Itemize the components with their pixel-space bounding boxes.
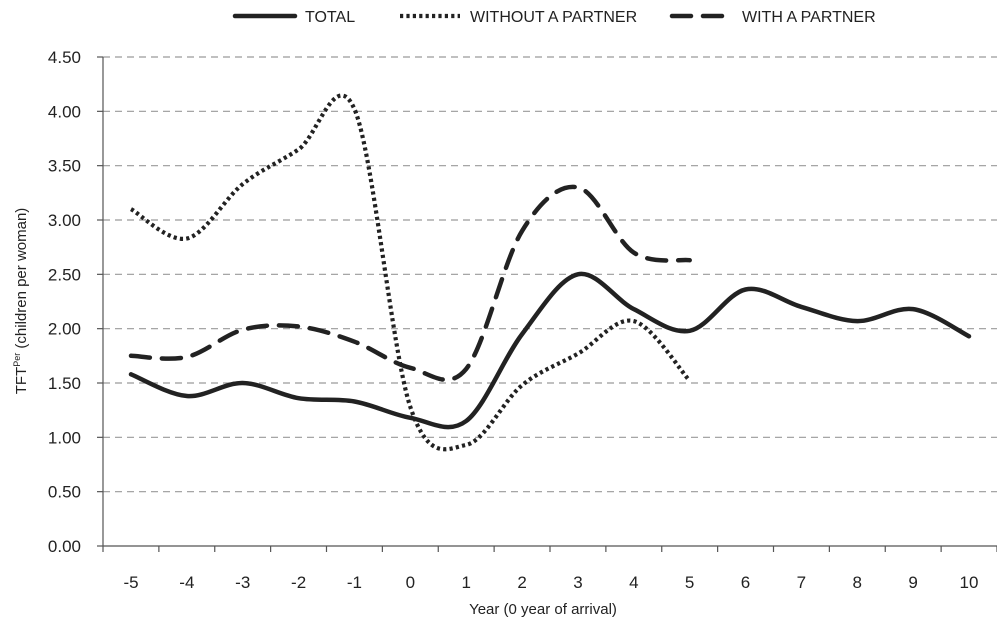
x-tick-label: 9 [908, 573, 917, 592]
y-axis-label-rest: (children per woman) [13, 208, 30, 353]
y-axis-label-main: TFT [13, 367, 30, 395]
y-tick-label: 3.00 [48, 211, 81, 230]
x-tick-label: 7 [797, 573, 806, 592]
legend: TOTAL WITHOUT A PARTNER WITH A PARTNER [232, 9, 876, 26]
y-tick-labels: 0.00 0.50 1.00 1.50 2.00 2.50 3.00 3.50 4.00 4.50 [48, 48, 81, 556]
x-tick-label: 6 [741, 573, 750, 592]
x-tick-label: -3 [235, 573, 250, 592]
x-tick-label: -5 [123, 573, 138, 592]
legend-label: TOTAL [305, 9, 355, 26]
x-axis-label: Year (0 year of arrival) [469, 601, 617, 618]
y-tick-label: 1.50 [48, 374, 81, 393]
x-tick-label: 3 [573, 573, 582, 592]
y-tick-label: 4.00 [48, 102, 81, 121]
x-tick-label: 5 [685, 573, 694, 592]
gridlines [103, 56, 997, 493]
x-tick-labels: -5 -4 -3 -2 -1 0 1 2 3 4 5 6 7 8 9 10 [123, 573, 978, 592]
x-tick-label: 1 [461, 573, 470, 592]
axes [97, 56, 997, 552]
x-tick-label: 2 [517, 573, 526, 592]
x-tick-label: 10 [960, 573, 979, 592]
series-lines [128, 93, 972, 452]
series-line-without-a-partner [129, 93, 692, 452]
x-tick-label: -1 [347, 573, 362, 592]
x-tick-label: -2 [291, 573, 306, 592]
x-tick-label: 0 [406, 573, 415, 592]
y-tick-label: 2.00 [48, 320, 81, 339]
legend-label: WITHOUT A PARTNER [470, 9, 637, 26]
x-tick-label: -4 [179, 573, 194, 592]
y-axis-label: TFTPer (children per woman) [12, 208, 30, 395]
x-tick-label: 8 [853, 573, 862, 592]
y-tick-label: 1.00 [48, 428, 81, 447]
y-axis-label-sup: Per [12, 353, 22, 367]
y-tick-label: 3.50 [48, 157, 81, 176]
series-line-with-a-partner [128, 184, 692, 382]
y-tick-label: 0.00 [48, 537, 81, 556]
legend-label: WITH A PARTNER [742, 9, 876, 26]
y-tick-label: 4.50 [48, 48, 81, 67]
series-line-total [128, 271, 972, 430]
y-tick-label: 2.50 [48, 265, 81, 284]
y-tick-label: 0.50 [48, 483, 81, 502]
x-tick-label: 4 [629, 573, 638, 592]
